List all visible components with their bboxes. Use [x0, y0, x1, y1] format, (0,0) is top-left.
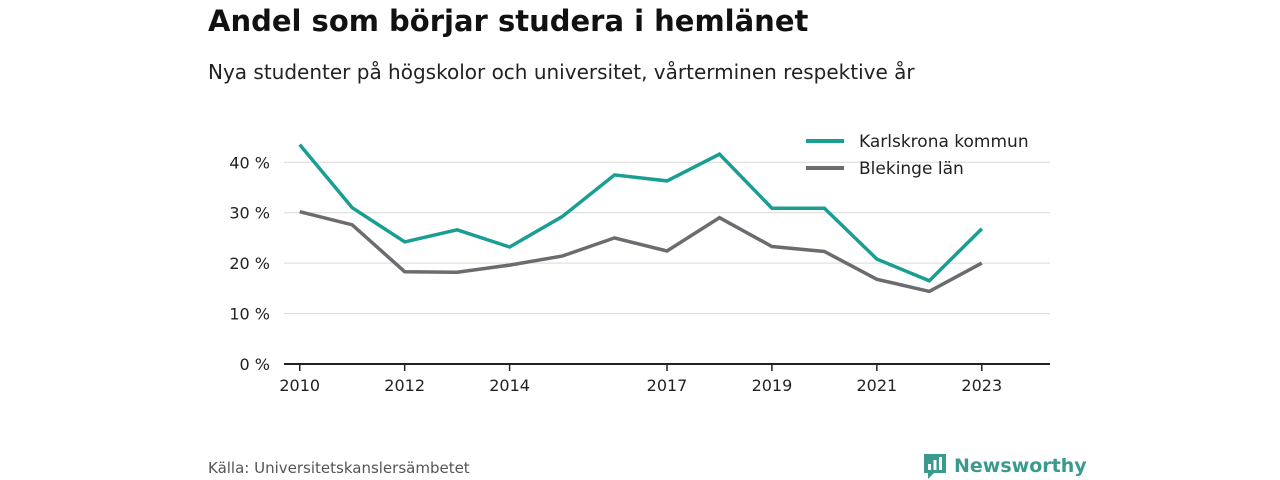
x-tick-label: 2021: [857, 376, 898, 395]
source-note: Källa: Universitetskanslersämbetet: [208, 459, 470, 477]
legend-label: Karlskrona kommun: [859, 132, 1029, 152]
y-tick-label: 20 %: [229, 254, 270, 273]
legend: Karlskrona kommun Blekinge län: [806, 132, 1029, 179]
chart-subtitle: Nya studenter på högskolor och universit…: [208, 60, 915, 84]
x-tick-label: 2017: [647, 376, 688, 395]
series-line-blekinge-län: [299, 210, 983, 294]
brand-name: Newsworthy: [954, 455, 1087, 477]
legend-swatch: [806, 166, 844, 170]
brand-logo: Newsworthy: [922, 452, 1087, 480]
grid-lines: [284, 161, 1050, 315]
y-tick-label: 40 %: [229, 153, 270, 172]
y-tick-label: 30 %: [229, 204, 270, 223]
series-lines: [298, 143, 984, 294]
line-chart: 0 % 10 % 20 % 30 % 40 % 2010 2012 2014 2017 2019…: [229, 132, 1050, 395]
x-tick-label: 2012: [384, 376, 425, 395]
legend-swatch: [806, 139, 844, 143]
y-tick-label: 0 %: [240, 355, 270, 374]
x-tick-label: 2023: [961, 376, 1002, 395]
x-tick-label: 2014: [489, 376, 530, 395]
x-axis: 2010 2012 2014 2017 2019 2021 2023: [279, 363, 1050, 395]
x-tick-label: 2019: [752, 376, 793, 395]
chart-title: Andel som börjar studera i hemlänet: [208, 4, 809, 38]
x-tick-label: 2010: [279, 376, 320, 395]
series-line-karlskrona-kommun: [298, 143, 984, 283]
legend-label: Blekinge län: [859, 159, 964, 179]
y-tick-label: 10 %: [229, 305, 270, 324]
bar-chart-icon: [924, 454, 946, 479]
y-axis: 0 % 10 % 20 % 30 % 40 %: [229, 153, 270, 374]
